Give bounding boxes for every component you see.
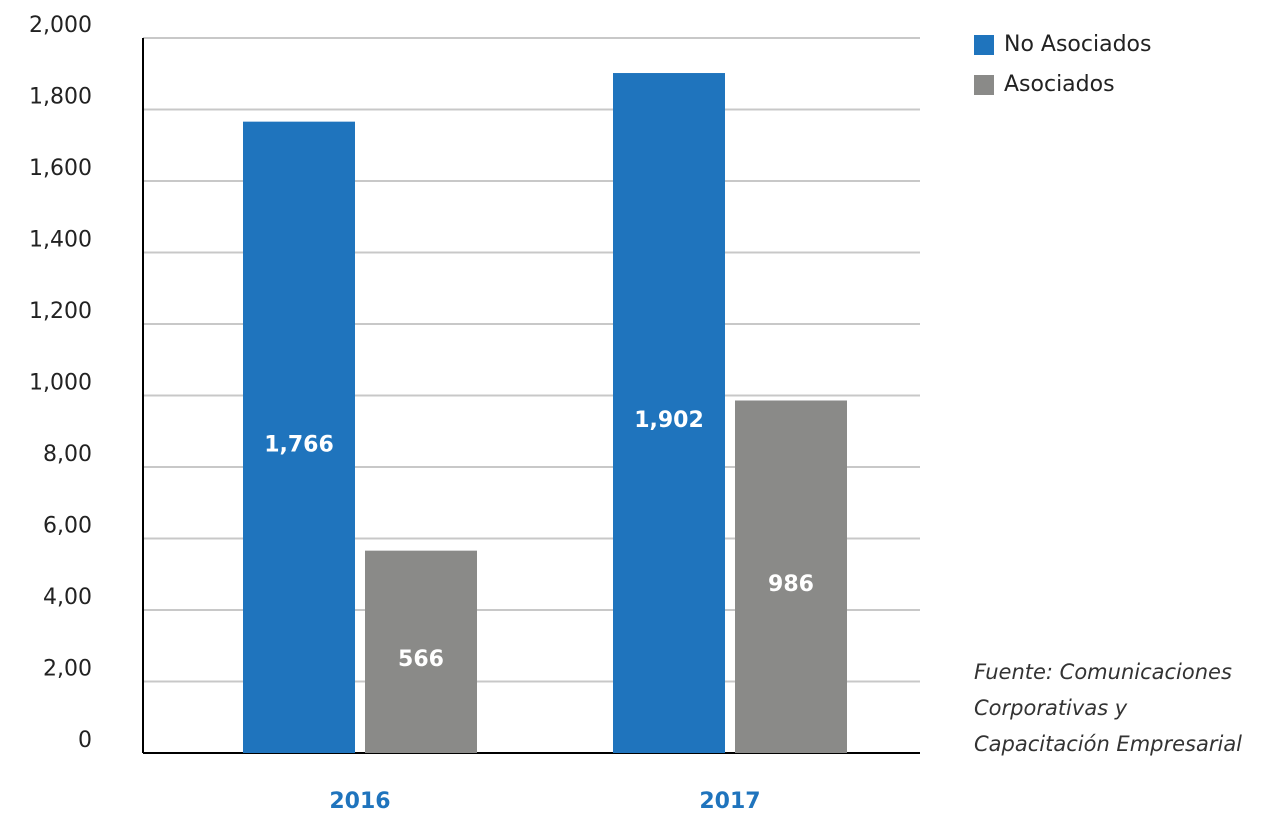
legend-swatch <box>974 35 994 55</box>
y-tick-label: 2,00 <box>43 657 92 682</box>
y-tick-label: 6,00 <box>43 514 92 539</box>
x-tick-label: 2017 <box>699 789 760 814</box>
data-label: 986 <box>768 572 814 597</box>
y-tick-label: 0 <box>78 728 92 753</box>
y-tick-label: 1,800 <box>29 85 92 110</box>
y-tick-label: 1,400 <box>29 228 92 253</box>
y-tick-label: 1,000 <box>29 371 92 396</box>
legend-swatch <box>974 75 994 95</box>
x-tick-label: 2016 <box>329 789 390 814</box>
y-tick-label: 1,600 <box>29 156 92 181</box>
bar <box>735 400 847 753</box>
y-tick-label: 8,00 <box>43 442 92 467</box>
source-note: Capacitación Empresarial <box>974 732 1242 756</box>
y-tick-label: 2,000 <box>29 13 92 38</box>
data-label: 1,902 <box>634 408 704 433</box>
data-label: 566 <box>398 647 444 672</box>
bar <box>243 121 355 753</box>
y-tick-label: 1,200 <box>29 299 92 324</box>
legend-label: Asociados <box>1004 72 1115 97</box>
source-note: Fuente: Comunicaciones <box>974 660 1232 684</box>
data-label: 1,766 <box>264 432 334 457</box>
bar <box>613 73 725 753</box>
bar <box>365 550 477 753</box>
y-tick-label: 4,00 <box>43 585 92 610</box>
source-note: Corporativas y <box>974 696 1128 720</box>
legend-label: No Asociados <box>1004 32 1151 57</box>
